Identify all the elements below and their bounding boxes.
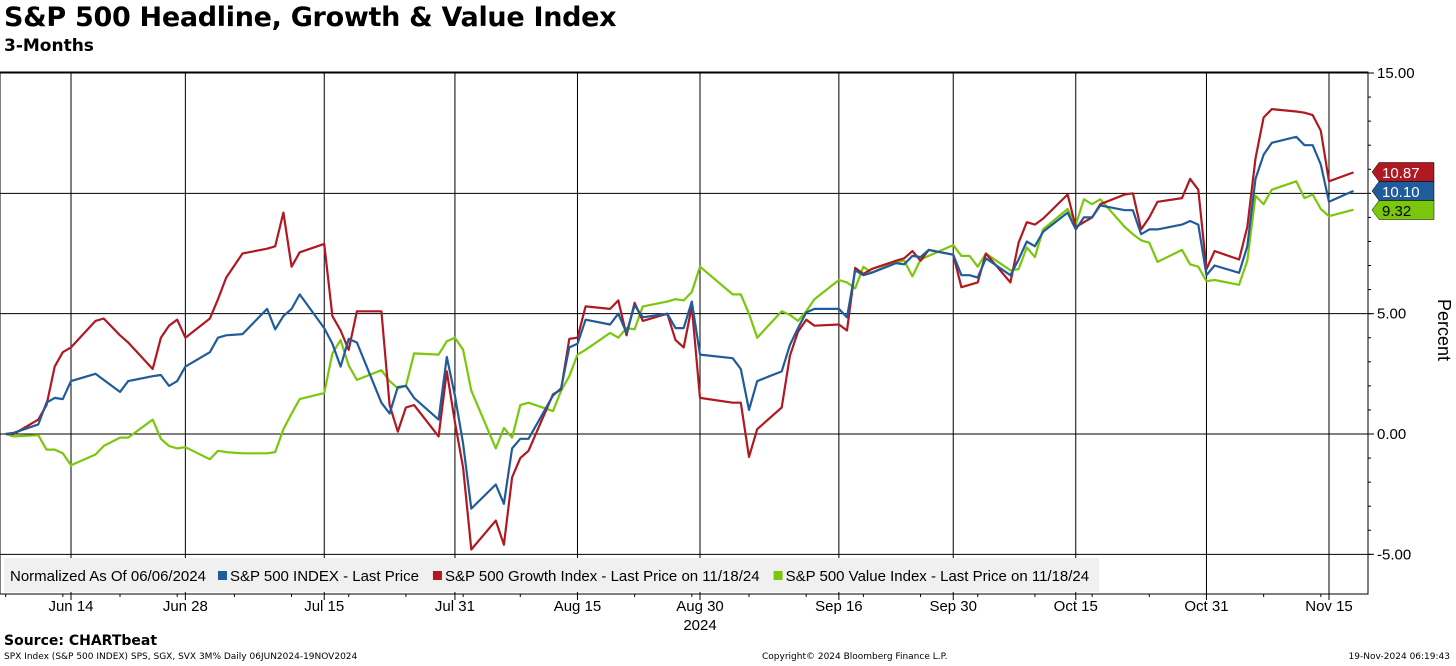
legend-swatch	[217, 571, 227, 580]
legend-entry: S&P 500 Growth Index - Last Price on 11/…	[445, 568, 760, 585]
legend-box	[4, 558, 1100, 592]
y-axis-title: Percent	[1434, 299, 1454, 361]
y-tick-label: 15.00	[1377, 65, 1415, 82]
x-tick-label: Nov 15	[1305, 598, 1353, 615]
chart-title: S&P 500 Headline, Growth & Value Index	[4, 2, 617, 33]
x-tick-label: Sep 30	[929, 598, 977, 615]
timestamp: 19-Nov-2024 06:19:43	[1348, 652, 1450, 662]
legend-entry: S&P 500 Value Index - Last Price on 11/1…	[786, 568, 1090, 585]
chart-subtitle: 3-Months	[4, 36, 94, 56]
y-tick-label: 5.00	[1377, 306, 1406, 323]
last-value-flag	[1371, 162, 1435, 182]
x-tick-label: Jun 28	[163, 598, 208, 615]
plot-frame	[0, 71, 1369, 595]
source-label: Source: CHARTbeat	[4, 633, 158, 649]
x-tick-label: Aug 15	[554, 598, 602, 615]
series-line-1	[5, 107, 1354, 551]
legend-entry: S&P 500 INDEX - Last Price	[230, 568, 419, 585]
legend-swatch	[773, 571, 783, 580]
x-tick-label: Oct 31	[1184, 598, 1228, 615]
legend-normalized-label: Normalized As Of 06/06/2024	[10, 568, 206, 585]
last-value-flag	[1371, 200, 1435, 220]
copyright: Copyright© 2024 Bloomberg Finance L.P.	[762, 652, 948, 662]
y-tick-label: -5.00	[1377, 546, 1411, 563]
x-tick-label: Oct 15	[1054, 598, 1098, 615]
last-value-label: 10.10	[1382, 184, 1420, 201]
y-tick-label: 0.00	[1377, 426, 1406, 443]
ticker-info: SPX Index (S&P 500 INDEX) SPS, SGX, SVX …	[4, 652, 358, 662]
last-value-label: 9.32	[1382, 203, 1411, 220]
x-tick-label: Jul 31	[435, 598, 475, 615]
x-tick-label: Jul 15	[304, 598, 344, 615]
x-tick-label: Sep 16	[815, 598, 863, 615]
x-axis-year-label: 2024	[683, 617, 716, 634]
series-line-0	[5, 135, 1354, 510]
last-value-label: 10.87	[1382, 165, 1420, 182]
x-tick-label: Jun 14	[48, 598, 93, 615]
legend-swatch	[432, 571, 442, 580]
x-tick-label: Aug 30	[676, 598, 724, 615]
last-value-flag	[1371, 181, 1435, 201]
series-line-2	[5, 180, 1354, 467]
